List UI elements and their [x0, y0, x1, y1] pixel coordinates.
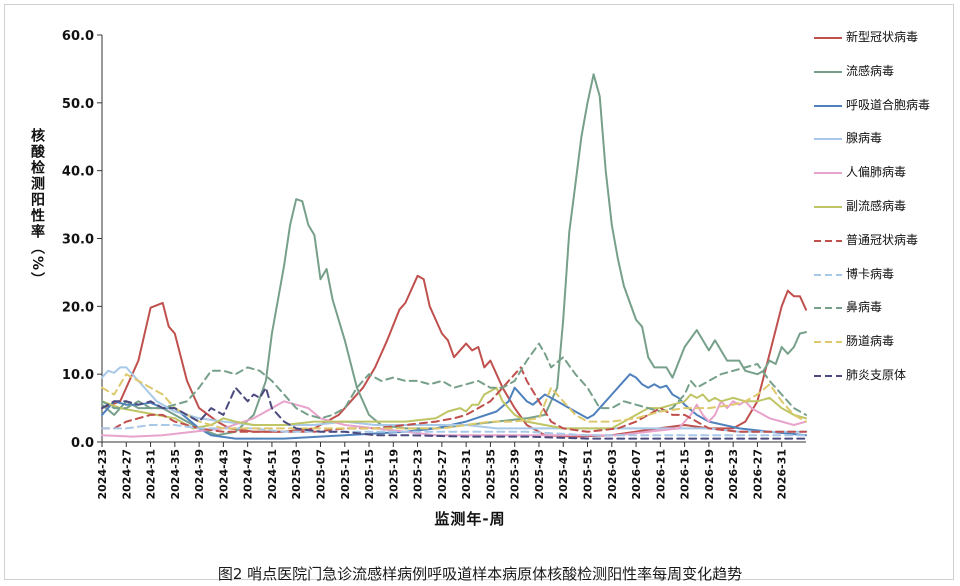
x-tick-label: 2025-31	[460, 449, 473, 500]
legend-swatch	[814, 205, 842, 208]
legend-label: 鼻病毒	[846, 300, 883, 315]
x-tick-label: 2024-35	[169, 449, 182, 500]
x-tick-label: 2025-23	[412, 449, 425, 500]
x-tick-label: 2026-23	[727, 449, 740, 500]
legend-label: 博卡病毒	[846, 266, 895, 281]
x-axis-label: 监测年-周	[434, 510, 506, 528]
legend-label: 普通冠状病毒	[846, 232, 919, 247]
y-tick-label: 10.0	[62, 368, 94, 383]
x-tick-label: 2025-51	[582, 449, 595, 500]
series-line	[101, 73, 807, 437]
figure-caption: 图2 哨点医院门急诊流感样病例呼吸道样本病原体核酸检测阳性率每周变化趋势	[217, 565, 743, 583]
x-tick-label: 2024-27	[120, 449, 133, 500]
x-tick-label: 2025-27	[436, 449, 449, 500]
legend-item: 腺病毒	[814, 127, 954, 161]
legend-swatch	[814, 341, 842, 344]
legend-label: 副流感病毒	[846, 198, 907, 213]
legend-swatch	[814, 138, 842, 141]
y-axis-label: 核酸检测阳性率（%）	[29, 128, 45, 289]
x-tick-label: 2026-07	[630, 449, 643, 500]
legend-item: 人偏肺病毒	[814, 161, 954, 195]
legend-swatch	[814, 273, 842, 276]
series-line	[101, 386, 807, 430]
series-line	[101, 366, 807, 433]
legend-label: 新型冠状病毒	[846, 30, 919, 44]
x-tick-label: 2025-47	[557, 449, 570, 500]
legend-item: 新型冠状病毒	[814, 26, 954, 60]
x-tick-label: 2025-03	[290, 449, 303, 500]
x-tick-label: 2025-39	[509, 449, 522, 500]
y-tick-label: 50.0	[62, 97, 94, 112]
x-tick-label: 2024-43	[217, 449, 230, 500]
y-tick-label: 40.0	[62, 165, 94, 180]
x-tick-label: 2025-11	[339, 449, 352, 500]
legend-item: 流感病毒	[814, 60, 954, 94]
y-tick-label: 30.0	[62, 233, 94, 248]
x-tick-label: 2024-23	[96, 449, 109, 500]
x-tick-label: 2025-19	[387, 449, 400, 500]
x-tick-label: 2024-31	[145, 449, 158, 500]
series-line	[101, 386, 807, 440]
legend-item: 副流感病毒	[814, 195, 954, 229]
x-tick-label: 2025-07	[314, 449, 327, 500]
x-tick-label: 2025-15	[363, 449, 376, 500]
legend-swatch	[814, 307, 842, 310]
legend-item: 普通冠状病毒	[814, 229, 954, 263]
x-tick-label: 2026-27	[751, 449, 764, 500]
legend-item: 鼻病毒	[814, 296, 954, 330]
legend-label: 流感病毒	[846, 63, 895, 78]
x-tick-label: 2025-35	[484, 449, 497, 500]
x-tick-label: 2026-11	[654, 449, 667, 500]
legend-item: 肺炎支原体	[814, 364, 954, 398]
legend-item: 肠道病毒	[814, 330, 954, 364]
legend-item: 呼吸道合胞病毒	[814, 94, 954, 128]
series-line	[101, 373, 807, 430]
legend-label: 人偏肺病毒	[846, 165, 907, 180]
legend-swatch	[814, 70, 842, 73]
x-tick-label: 2024-47	[242, 449, 255, 500]
legend-label: 呼吸道合胞病毒	[846, 97, 931, 112]
chart-legend: 新型冠状病毒 流感病毒呼吸道合胞病毒 腺病毒人偏肺病毒副流感病毒普通冠状病毒 博卡病毒…	[814, 26, 954, 398]
legend-label: 腺病毒	[846, 131, 883, 146]
legend-swatch	[814, 374, 842, 377]
legend-label: 肠道病毒	[846, 334, 895, 349]
legend-swatch	[814, 37, 842, 39]
legend-swatch	[814, 172, 842, 175]
chart-frame	[4, 4, 954, 580]
x-tick-label: 2025-43	[533, 449, 546, 500]
legend-label: 肺炎支原体	[846, 367, 907, 382]
x-tick-label: 2024-51	[266, 449, 279, 500]
x-tick-label: 2026-03	[606, 449, 619, 500]
y-tick-label: 60.0	[62, 29, 94, 44]
legend-swatch	[814, 239, 842, 242]
legend-item: 博卡病毒	[814, 263, 954, 297]
y-tick-label: 20.0	[62, 300, 94, 315]
y-tick-label: 0.0	[71, 436, 94, 451]
series-line	[101, 274, 807, 438]
x-tick-label: 2026-15	[679, 449, 692, 500]
series-line	[101, 373, 807, 440]
legend-swatch	[814, 104, 842, 107]
x-tick-label: 2026-31	[776, 449, 789, 500]
series-line	[101, 342, 807, 420]
x-tick-label: 2024-39	[193, 449, 206, 500]
x-tick-label: 2026-19	[703, 449, 716, 500]
